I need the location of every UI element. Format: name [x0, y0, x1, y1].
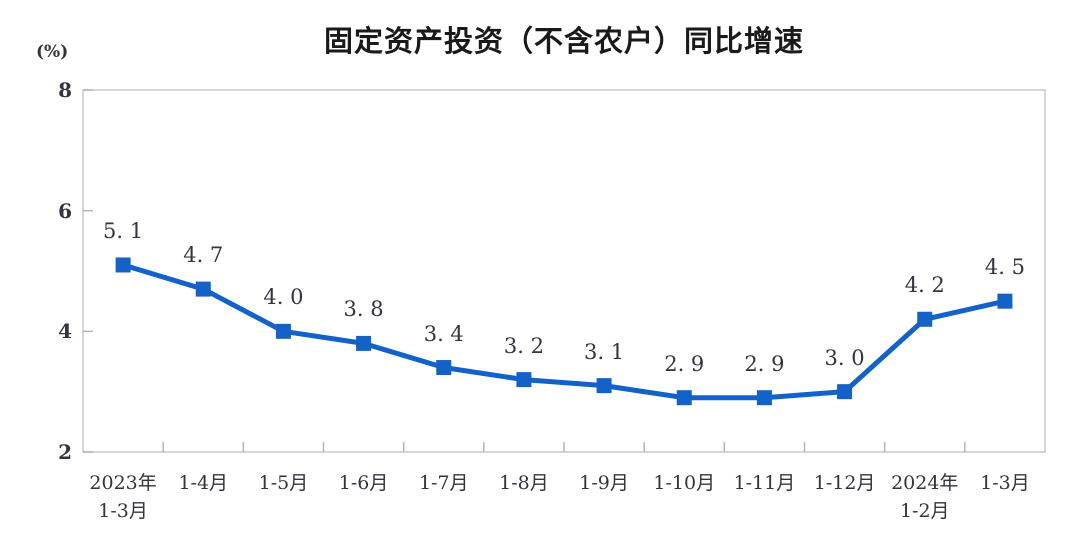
y-axis-unit-label: (%) — [36, 42, 69, 62]
y-axis-tick-label: 8 — [58, 78, 72, 102]
data-point-value-label: 3. 4 — [423, 321, 464, 346]
data-point-value-label: 4. 5 — [984, 255, 1025, 280]
data-point-value-label: 3. 0 — [824, 345, 865, 370]
x-axis-tick-label: 2024年 1-2月 — [891, 472, 959, 522]
data-point-marker — [115, 257, 131, 273]
chart-title: 固定资产投资（不含农户）同比增速 — [323, 24, 804, 58]
x-axis-tick-label: 1-9月 — [579, 472, 629, 494]
y-axis-tick-label: 4 — [58, 319, 72, 344]
x-axis-tick-label: 1-3月 — [980, 472, 1030, 494]
x-axis-tick-label: 1-6月 — [338, 472, 389, 494]
data-point-marker — [676, 390, 692, 406]
data-point-value-label: 4. 2 — [904, 273, 945, 298]
data-point-marker — [997, 293, 1013, 309]
data-point-value-label: 2. 9 — [664, 351, 705, 376]
data-line — [120, 262, 1008, 401]
data-point-value-label: 5. 1 — [103, 218, 144, 243]
data-point-value-label: 2. 9 — [744, 351, 785, 376]
data-point-value-label: 3. 2 — [503, 333, 544, 358]
x-axis-tick-label: 1-4月 — [178, 472, 229, 494]
data-point-value-label: 4. 7 — [183, 243, 224, 268]
data-point-marker — [436, 360, 452, 376]
data-point-value-label: 3. 1 — [584, 339, 625, 364]
x-axis-tick-label: 1-7月 — [418, 472, 469, 494]
x-axis-tick-label: 1-11月 — [733, 472, 796, 494]
x-axis-tick-label: 1-8月 — [499, 472, 549, 494]
data-point-marker — [275, 323, 291, 339]
x-axis-tick-label: 2023年 1-3月 — [89, 472, 157, 522]
data-point-marker — [917, 311, 933, 327]
x-axis-tick-label: 1-5月 — [258, 472, 309, 494]
data-point-marker — [195, 281, 211, 297]
data-point-marker — [756, 390, 772, 406]
y-axis-tick-label: 2 — [58, 440, 72, 464]
data-point-marker — [356, 335, 372, 351]
x-axis-tick-label: 1-10月 — [653, 472, 716, 494]
data-point-marker — [516, 372, 532, 388]
x-axis-tick-label: 1-12月 — [813, 472, 876, 494]
y-axis-tick-label: 6 — [58, 198, 72, 223]
data-point-value-label: 4. 0 — [263, 285, 304, 310]
data-point-marker — [596, 378, 612, 394]
plot-border — [82, 89, 1046, 453]
data-point-value-label: 3. 8 — [343, 297, 384, 322]
data-point-marker — [837, 384, 853, 400]
